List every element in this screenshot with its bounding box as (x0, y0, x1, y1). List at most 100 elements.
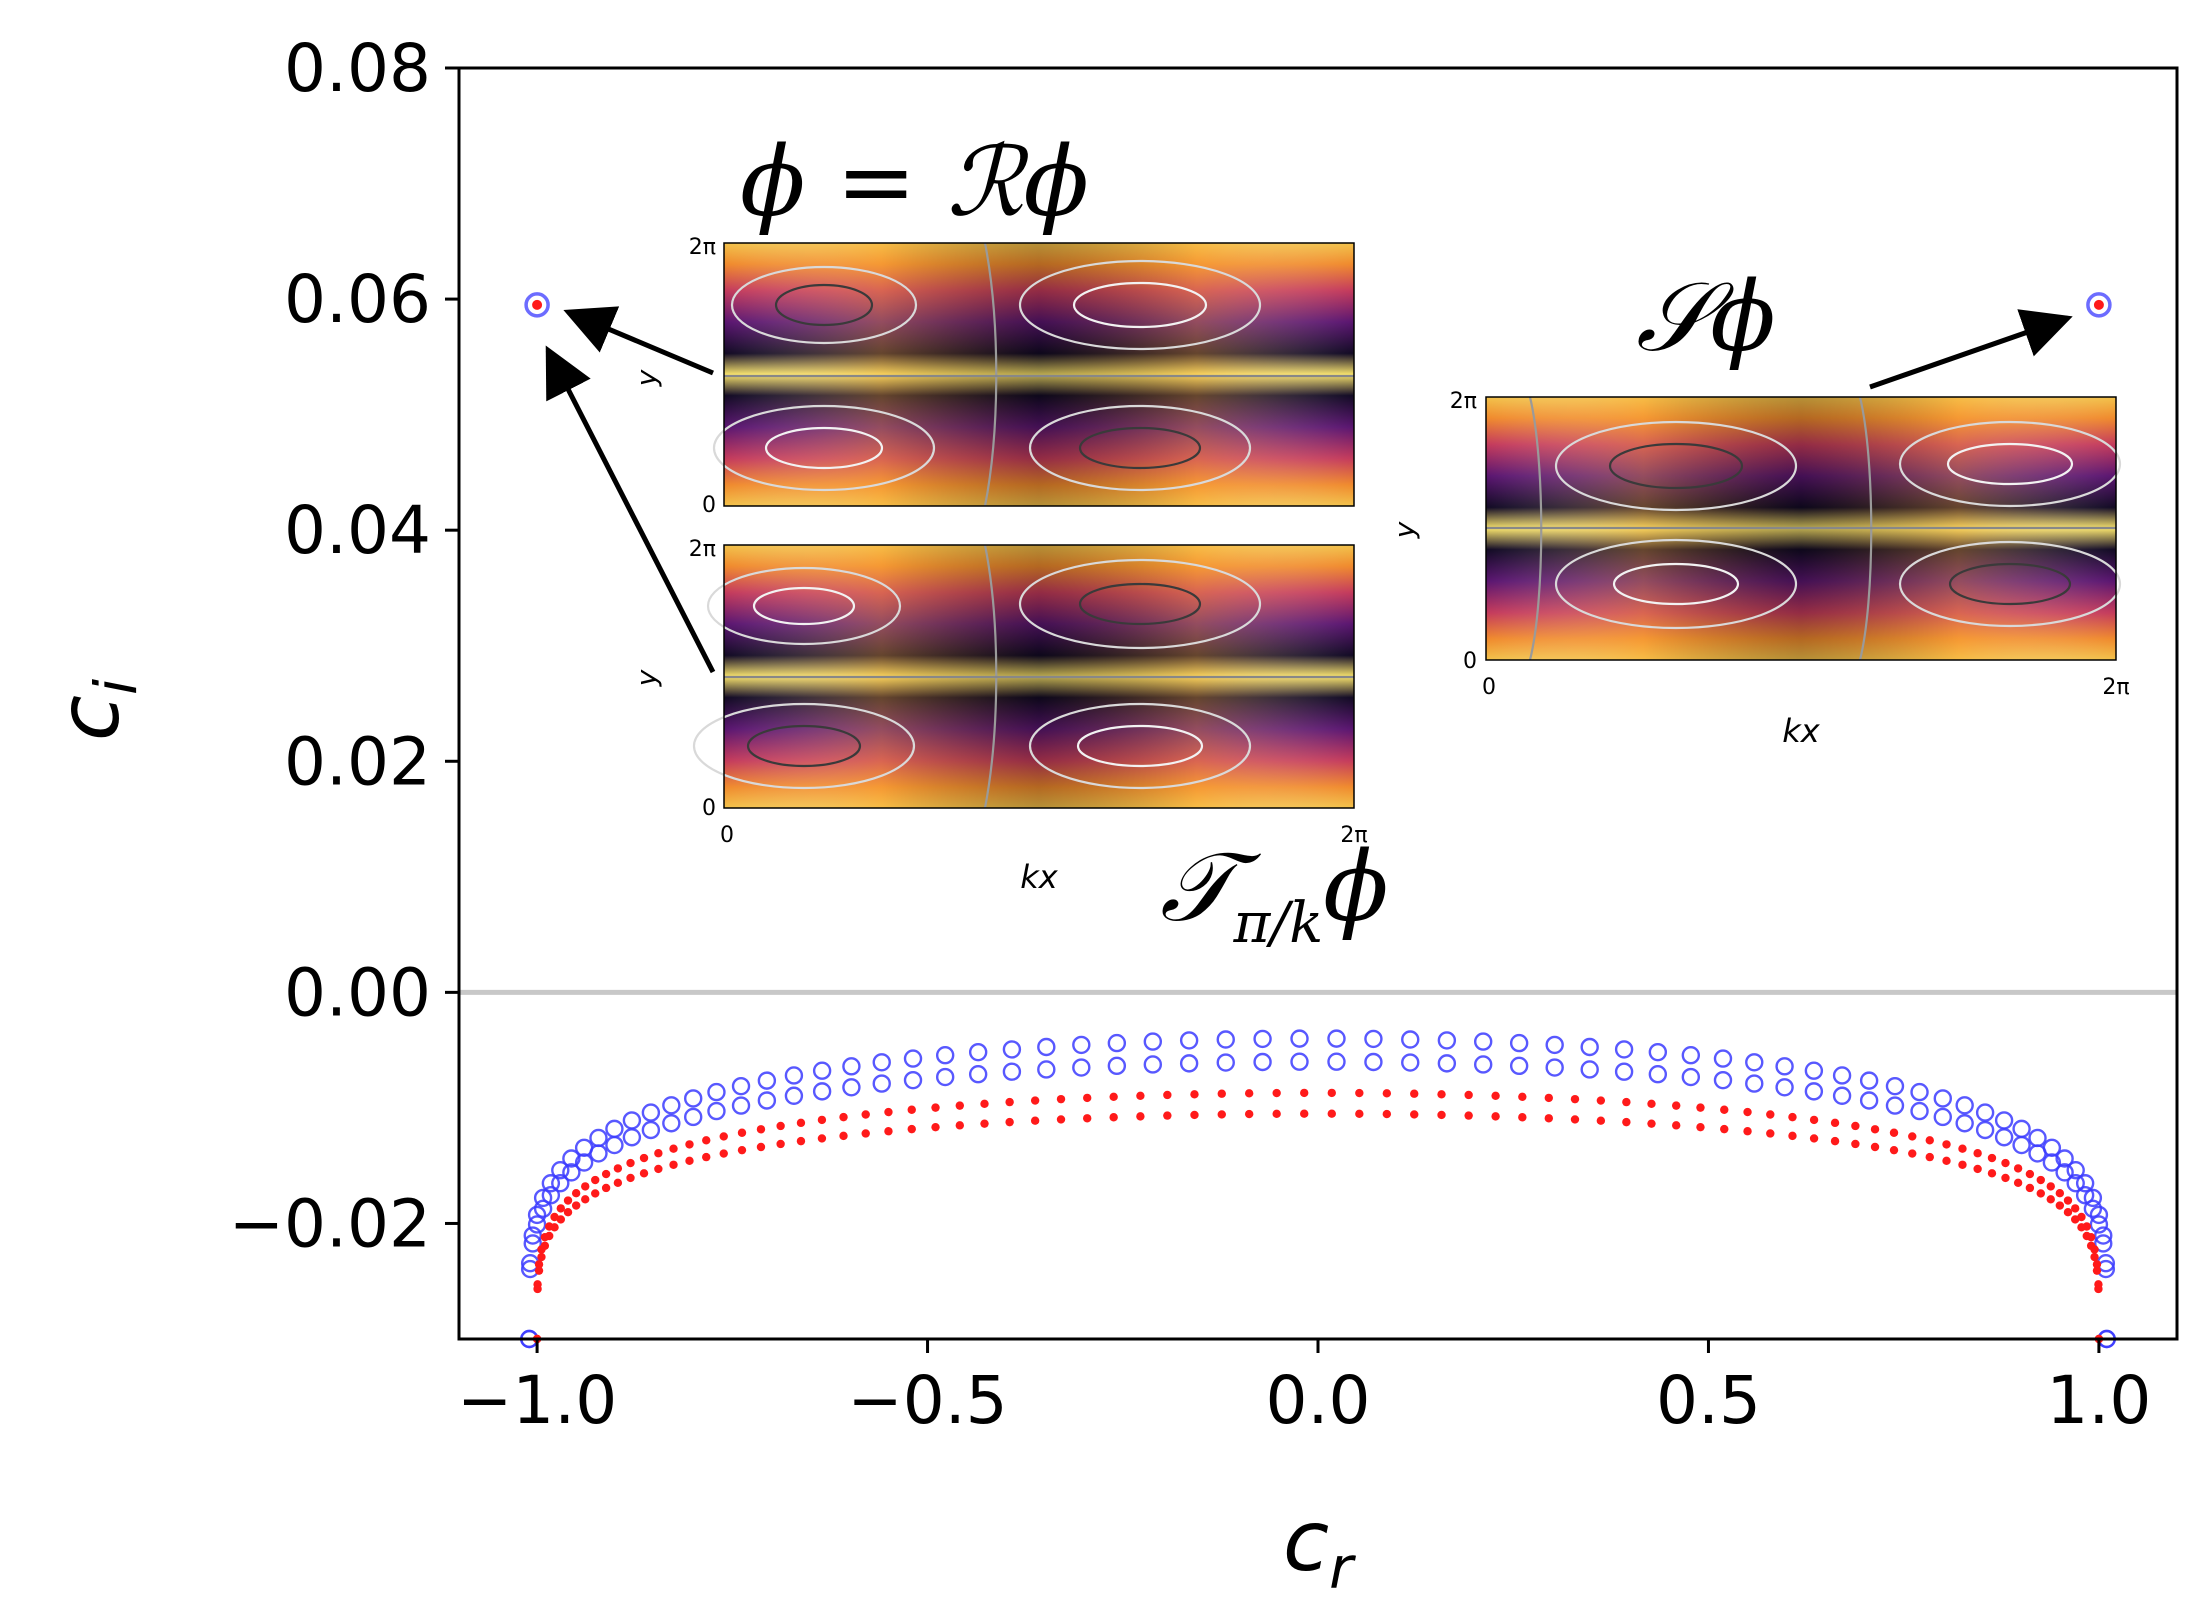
spectrum-point-open (2042, 1153, 2062, 1172)
spectrum-point-dot (1491, 1091, 1500, 1101)
spectrum-point-open (707, 1101, 726, 1121)
spectrum-point-dot (1437, 1110, 1446, 1120)
spectrum-point-dot (817, 1134, 827, 1143)
unstable-modes (524, 292, 2112, 318)
inset-top-left-contour (730, 265, 918, 345)
inset-right-xtick-left: 0 (1482, 675, 1496, 700)
x-tick-label: −0.5 (847, 1362, 1007, 1439)
spectrum-point-dot (702, 1152, 711, 1162)
spectrum-point-open (551, 1161, 570, 1180)
spectrum-point-open (641, 1120, 661, 1140)
spectrum-point-open (2075, 1174, 2095, 1193)
unstable-mode-dot (532, 299, 543, 310)
inset-bottom-left-xtick-left: 0 (720, 823, 734, 848)
spectrum-point-dot (1163, 1111, 1172, 1120)
spectrum-point-open (903, 1070, 923, 1090)
spectrum-point-dot (1743, 1107, 1752, 1117)
spectrum-point-dot (533, 1284, 542, 1294)
annotation-translation: 𝒯π/kϕ (1160, 831, 1389, 956)
y-tick-label: 0.02 (284, 723, 431, 800)
spectrum-point-dot (1190, 1090, 1199, 1099)
spectrum-point-dot (955, 1121, 964, 1130)
spectrum-point-dot (1082, 1114, 1092, 1123)
inset-bottom-left: 2π 0 0 2π y kx (630, 537, 1368, 896)
spectrum-point-open (707, 1082, 726, 1102)
spectrum-point-open (784, 1086, 804, 1105)
spectrum-point-dot (1272, 1109, 1281, 1119)
spectrum-point-dot (626, 1173, 635, 1183)
spectrum-point-open (1745, 1074, 1764, 1093)
spectrum-point-dot (2082, 1231, 2091, 1241)
spectrum-point-open (812, 1061, 832, 1080)
spectrum-point-dot (955, 1101, 964, 1110)
spectrum-point-dot (1518, 1113, 1527, 1122)
spectrum-point-dot (1570, 1094, 1580, 1104)
spectrum-point-dot (540, 1241, 550, 1250)
spectrum-point-open (935, 1045, 955, 1065)
spectrum-point-open (872, 1053, 891, 1072)
annotation-translation-sub: π/k (1233, 891, 1324, 956)
annotation-shift-reflect: 𝒮ϕ (1636, 261, 1776, 373)
spectrum-point-open (1713, 1070, 1733, 1090)
spectrum-point-dot (1136, 1112, 1145, 1121)
spectrum-point-dot (756, 1142, 766, 1152)
spectrum-point-open (2066, 1161, 2085, 1180)
inset-right-xlabel: kx (1782, 712, 1821, 750)
inset-right-ytick-top: 2π (1450, 389, 1477, 414)
spectrum-point-open (2012, 1119, 2031, 1139)
spectrum-point-dot (1382, 1089, 1392, 1098)
spectrum-point-open (1437, 1031, 1457, 1050)
spectrum-point-open (1290, 1052, 1309, 1071)
spectrum-point-open (935, 1067, 955, 1087)
spectrum-point-dot (719, 1149, 728, 1158)
spectrum-point-dot (556, 1215, 566, 1224)
spectrum-point-dot (1327, 1088, 1336, 1098)
spectrum-point-open (1037, 1037, 1056, 1057)
spectrum-point-open (1509, 1056, 1529, 1076)
spectrum-point-open (1859, 1091, 1879, 1110)
spectrum-point-open (1401, 1053, 1420, 1072)
spectrum-point-open (1253, 1052, 1272, 1072)
spectrum-point-open (641, 1103, 661, 1122)
spectrum-point-dot (1030, 1116, 1040, 1125)
inset-top-left-ylabel: y (630, 369, 663, 387)
spectrum-point-dot (1925, 1136, 1934, 1145)
spectrum-point-dot (719, 1132, 728, 1141)
arrow-top-inset (563, 306, 714, 376)
spectrum-point-dot (1056, 1115, 1066, 1124)
spectrum-point-dot (2025, 1169, 2035, 1179)
y-axis-label-sub: i (82, 679, 150, 695)
spectrum-point-dot (1925, 1152, 1934, 1162)
spectrum-point-dot (1544, 1093, 1554, 1103)
spectrum-point-open (605, 1119, 624, 1139)
spectrum-point-dot (1272, 1088, 1281, 1098)
spectrum-point-open (1253, 1029, 1272, 1049)
y-tick-label: 0.04 (284, 492, 431, 569)
x-axis-ticks: −1.0 −0.5 0.0 0.5 1.0 (457, 1339, 2151, 1439)
spectrum-point-dot (1720, 1105, 1729, 1114)
spectrum-point-dot (2036, 1175, 2045, 1185)
spectrum-point-dot (1672, 1101, 1681, 1110)
spectrum-point-dot (931, 1103, 940, 1112)
spectrum-point-open (2055, 1163, 2074, 1182)
spectrum-point-open (1473, 1055, 1493, 1074)
spectrum-point-dot (1082, 1093, 1092, 1103)
spectrum-point-dot (601, 1183, 611, 1193)
unstable-mode-ring (2086, 292, 2112, 318)
spectrum-point-open (812, 1082, 832, 1101)
spectrum-point-dot (1300, 1109, 1309, 1118)
spectrum-point-open (1290, 1029, 1309, 1048)
spectrum-point-open (541, 1186, 561, 1205)
spectrum-point-open (1107, 1056, 1127, 1076)
spectrum-point-dot (776, 1139, 785, 1149)
x-tick-label: 1.0 (2046, 1362, 2151, 1439)
annotation-reflection: ϕ = ℛϕ (740, 126, 1089, 238)
y-tick-label: −0.02 (229, 1185, 431, 1262)
spectrum-point-open (2083, 1199, 2103, 1218)
spectrum-point-dot (1908, 1132, 1917, 1141)
x-tick-label: 0.0 (1266, 1362, 1371, 1439)
spectrum-point-open (1072, 1035, 1091, 1055)
inset-bottom-left-ylabel: y (630, 669, 663, 687)
spectrum-point-dot (685, 1156, 694, 1166)
spectrum-point-open (527, 1215, 547, 1234)
